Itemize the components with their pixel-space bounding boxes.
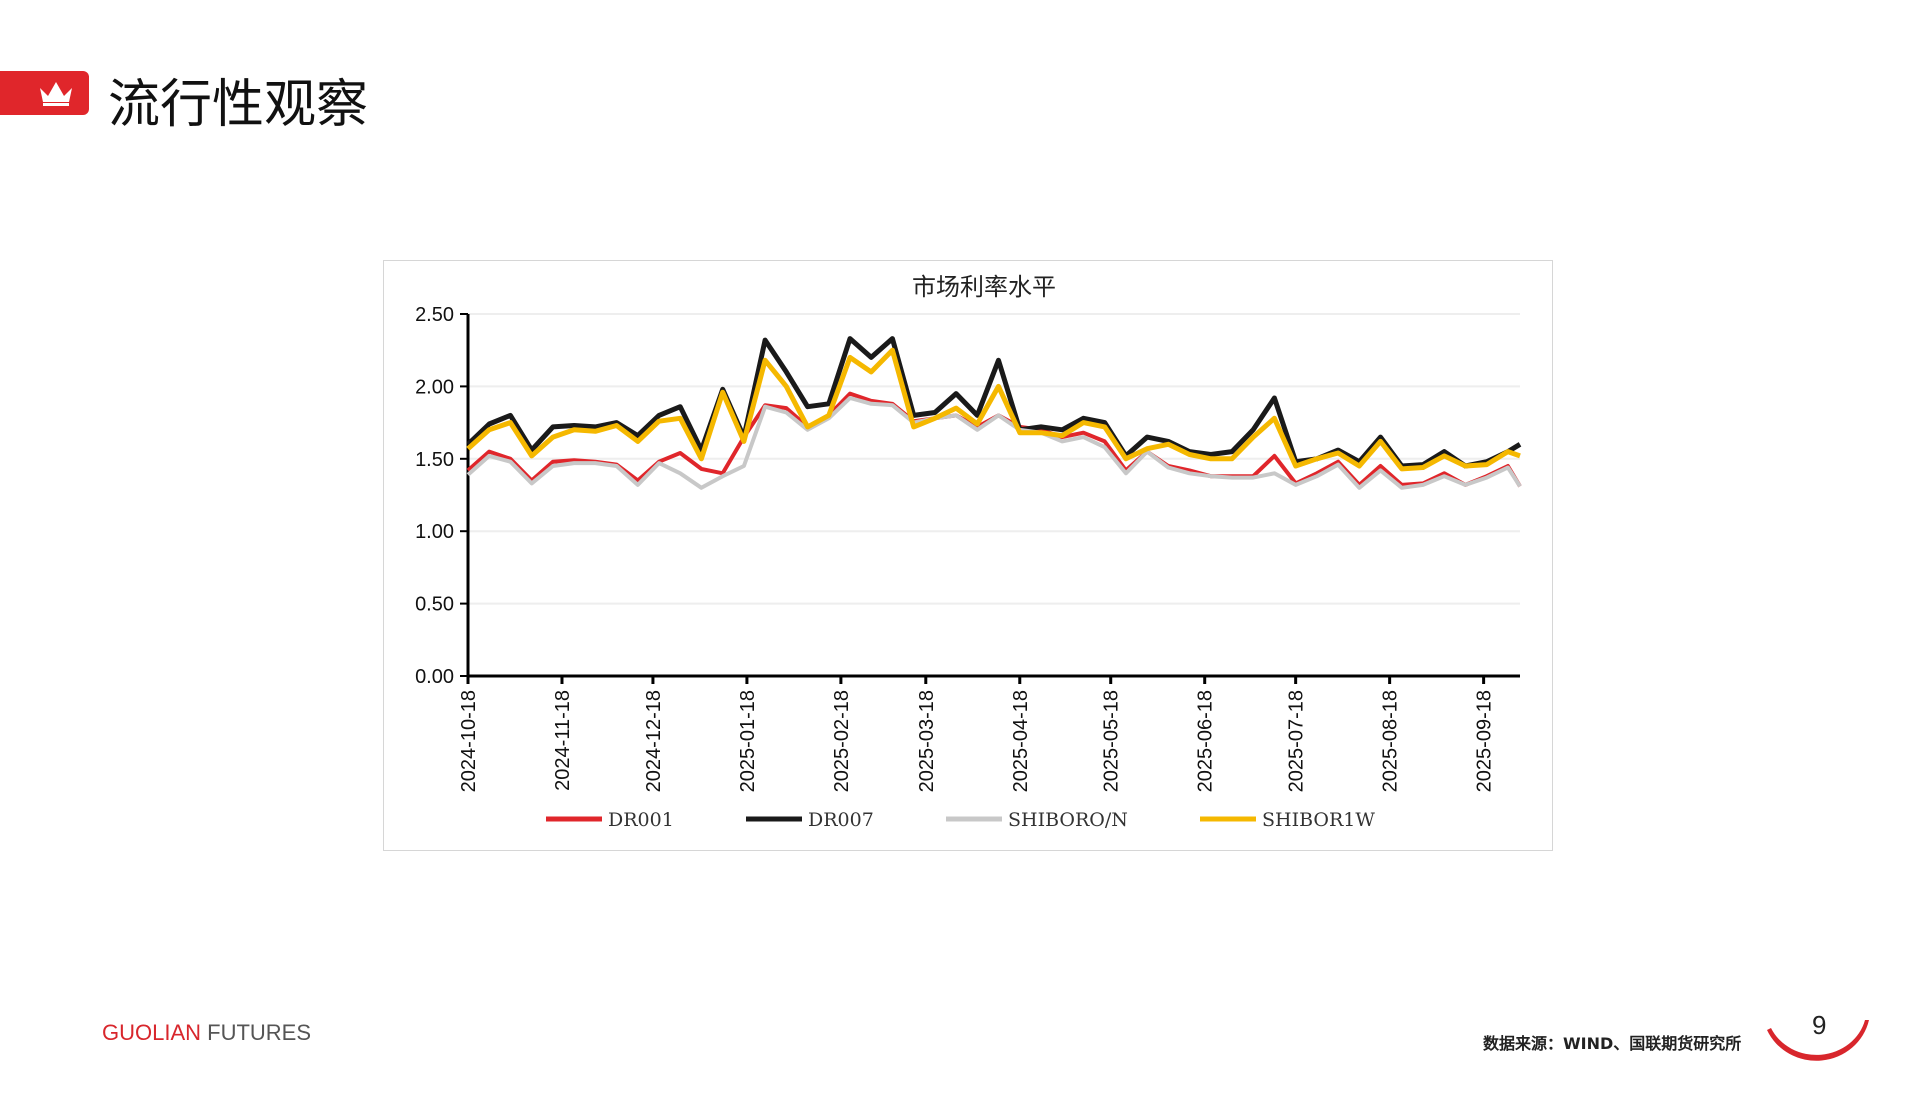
- y-tick-label: 0.50: [415, 594, 454, 616]
- chart-title: 市场利率水平: [912, 273, 1056, 301]
- x-tick-label: 2025-08-18: [1380, 690, 1402, 792]
- line-chart: 市场利率水平 0.00 0.50 1.00 1.50 2.00 2.50 2024-10-18…: [415, 273, 1522, 831]
- brand-part2: FUTURES: [201, 1020, 312, 1045]
- x-tick-label: 2024-12-18: [643, 690, 665, 792]
- brand-logo: GUOLIAN FUTURES: [102, 1020, 311, 1046]
- x-tick-label: 2025-05-18: [1101, 690, 1123, 792]
- series-line-dr007: [466, 336, 1522, 469]
- series-line-shiboron: [466, 396, 1522, 490]
- x-tick-label: 2025-03-18: [916, 690, 938, 792]
- legend-label: DR007: [808, 809, 874, 831]
- legend-label: DR001: [608, 809, 674, 831]
- data-source: 数据来源：WIND、国联期货研究所: [1483, 1034, 1742, 1053]
- crown-icon: [40, 82, 72, 106]
- y-tick-label: 2.00: [415, 376, 454, 398]
- x-tick-label: 2025-07-18: [1286, 690, 1308, 792]
- header-badge: [0, 71, 89, 115]
- page-number: 9: [1812, 1010, 1827, 1040]
- x-tick-label: 2024-10-18: [458, 690, 480, 792]
- y-tick-label: 1.50: [415, 449, 454, 471]
- x-tick-label: 2025-09-18: [1474, 690, 1496, 792]
- x-tick-label: 2025-04-18: [1010, 690, 1032, 792]
- series-line-shibor1w: [466, 347, 1521, 472]
- y-tick-label: 1.00: [415, 521, 454, 543]
- x-tick-label: 2024-11-18: [552, 690, 574, 791]
- legend-label: SHIBOR1W: [1262, 809, 1375, 831]
- page-arc-decoration: [1767, 1020, 1869, 1061]
- y-tick-label: 2.50: [415, 304, 454, 326]
- x-tick-label: 2025-01-18: [737, 690, 759, 792]
- y-tick-label: 0.00: [415, 666, 454, 688]
- legend-label: SHIBORO/N: [1008, 809, 1128, 831]
- page-title: 流行性观察: [108, 75, 369, 135]
- x-tick-label: 2025-06-18: [1195, 690, 1217, 792]
- x-tick-label: 2025-02-18: [831, 690, 853, 792]
- brand-part1: GUOLIAN: [102, 1020, 202, 1045]
- chart-container: 市场利率水平 0.00 0.50 1.00 1.50 2.00 2.50 2024-10-18…: [383, 260, 1553, 851]
